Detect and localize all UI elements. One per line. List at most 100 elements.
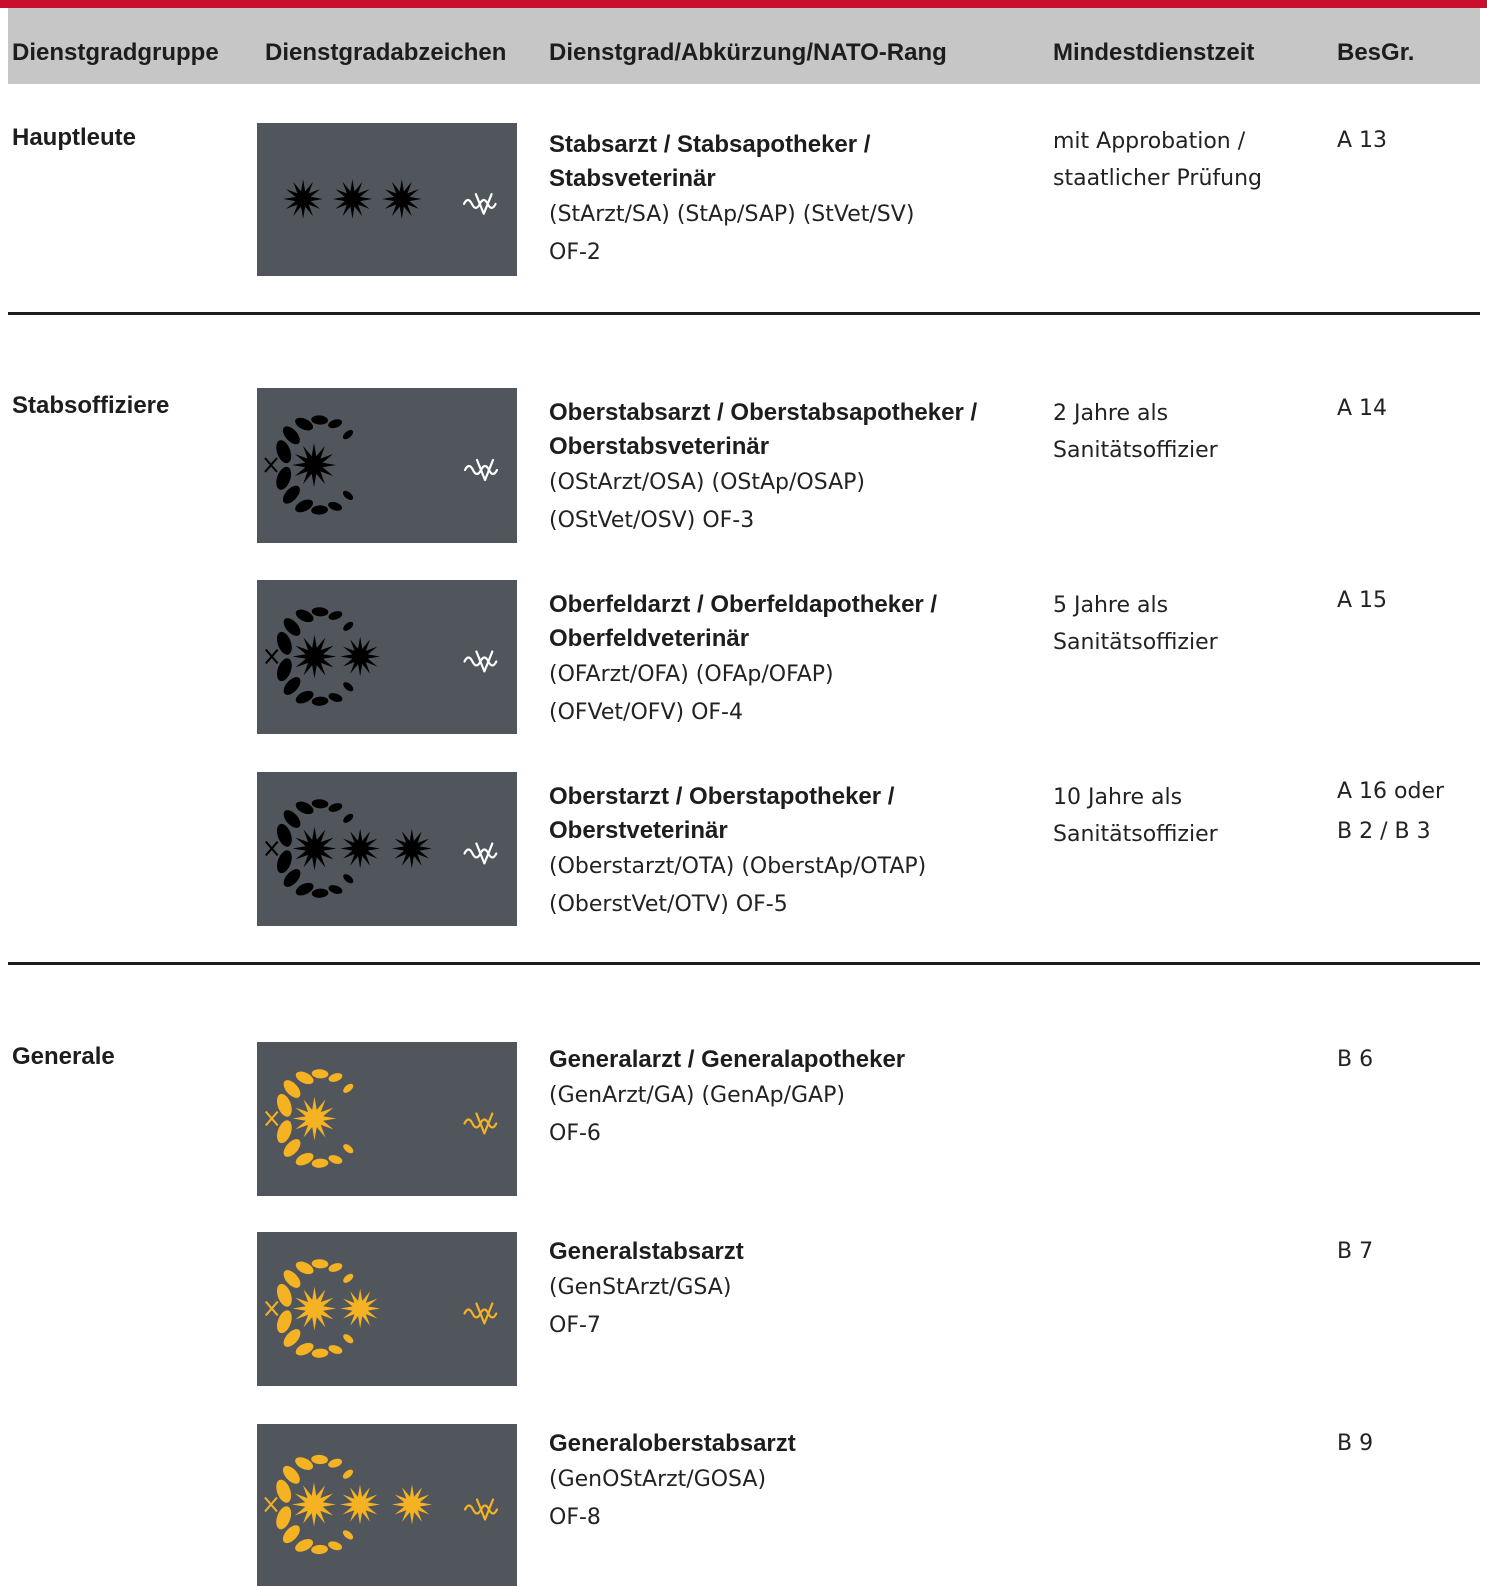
rank-insignia [257, 772, 517, 926]
insignia-graphic [283, 179, 497, 219]
rank-insignia [257, 1232, 517, 1386]
rank-cell: Oberfeldarzt / Oberfeldapotheker / Oberf… [549, 588, 1019, 732]
rank-insignia [257, 1042, 517, 1196]
nato-rank: (OberstVet/OTV) OF-5 [549, 892, 788, 917]
rank-abbreviation: (OFArzt/OFA) (OFAp/OFAP) [549, 662, 834, 687]
rank-star-icon [340, 636, 381, 677]
pay-grade-cell: B 7 [1337, 1232, 1477, 1272]
min-service-cell: 2 Jahre als Sanitätsoffizier [1053, 395, 1323, 469]
min-service-line: Sanitätsoffizier [1053, 822, 1218, 847]
insignia-graphic [265, 799, 498, 898]
pay-grade: B 9 [1337, 1431, 1374, 1456]
header-min-time: Mindestdienstzeit [1053, 39, 1255, 66]
group-label-hauptleute: Hauptleute [12, 124, 137, 151]
rank-cell: Generalarzt / Generalapotheker (GenArzt/… [549, 1043, 1019, 1153]
rank-insignia [257, 388, 517, 543]
rank-star-icon [392, 1484, 432, 1525]
pay-grade: B 6 [1337, 1047, 1374, 1072]
aesculapian-staff-icon [463, 1498, 499, 1521]
min-service-cell: 10 Jahre als Sanitätsoffizier [1053, 779, 1323, 853]
min-service-cell: mit Approbation / staatlicher Prüfung [1053, 123, 1323, 197]
rank-cell: Oberstabsarzt / Oberstabsapotheker / Obe… [549, 396, 1019, 540]
rank-abbreviation: (GenArzt/GA) (GenAp/GAP) [549, 1083, 845, 1108]
rank-star-icon [340, 1288, 381, 1329]
aesculapian-staff-icon [463, 842, 498, 865]
pay-grade-cell: A 15 [1337, 581, 1477, 621]
rank-insignia [257, 123, 517, 276]
min-service-cell: 5 Jahre als Sanitätsoffizier [1053, 587, 1323, 661]
insignia-graphic [265, 607, 498, 706]
rank-name: Oberstveterinär [549, 817, 728, 844]
pay-grade-cell: A 16 oder B 2 / B 3 [1337, 772, 1477, 852]
group-label-stabsoffiziere: Stabsoffiziere [12, 392, 170, 419]
table-header: Dienstgradgruppe Dienstgradabzeichen Die… [8, 8, 1480, 84]
pay-grade: A 13 [1337, 128, 1388, 153]
min-service-line: Sanitätsoffizier [1053, 630, 1218, 655]
min-service-line: staatlicher Prüfung [1053, 166, 1262, 191]
min-service-line: mit Approbation / [1053, 129, 1246, 154]
nato-rank: (OStVet/OSV) OF-3 [549, 508, 755, 533]
rank-insignia [257, 1424, 517, 1586]
oak-wreath-icon [265, 1259, 354, 1358]
oak-wreath-icon [265, 799, 354, 898]
rank-star-icon [340, 1484, 380, 1525]
rank-star-icon [340, 828, 381, 869]
rank-insignia [257, 580, 517, 734]
rank-name: Stabsarzt / Stabsapotheker / [549, 131, 871, 158]
rank-abbreviation: (GenStArzt/GSA) [549, 1275, 732, 1300]
nato-rank: OF-7 [549, 1313, 601, 1338]
header-group: Dienstgradgruppe [12, 39, 219, 66]
pay-grade: B 2 / B 3 [1337, 819, 1431, 844]
nato-rank: (OFVet/OFV) OF-4 [549, 700, 743, 725]
rank-abbreviation: (StArzt/SA) (StAp/SAP) (StVet/SV) [549, 202, 915, 227]
rank-name: Generaloberstabsarzt [549, 1430, 796, 1457]
rank-abbreviation: (Oberstarzt/OTA) (OberstAp/OTAP) [549, 854, 927, 879]
min-service-line: Sanitätsoffizier [1053, 438, 1218, 463]
header-pay-grade: BesGr. [1337, 39, 1415, 66]
insignia-graphic [265, 1259, 498, 1358]
rank-star-icon [283, 179, 323, 219]
oak-wreath-icon [265, 1069, 354, 1168]
nato-rank: OF-2 [549, 240, 601, 265]
oak-wreath-icon [265, 607, 354, 706]
group-label-generale: Generale [12, 1043, 115, 1070]
rank-name: Oberstabsarzt / Oberstabsapotheker / [549, 399, 978, 426]
rank-name: Stabsveterinär [549, 165, 716, 192]
rank-star-icon [332, 179, 373, 219]
pay-grade: A 14 [1337, 396, 1388, 421]
group-divider [8, 312, 1480, 315]
oak-wreath-icon [264, 1454, 354, 1555]
rank-name: Generalstabsarzt [549, 1238, 744, 1265]
pay-grade: A 16 oder [1337, 779, 1445, 804]
pay-grade-cell: A 14 [1337, 389, 1477, 429]
top-accent-bar [0, 0, 1487, 8]
rank-cell: Generaloberstabsarzt (GenOStArzt/GOSA) O… [549, 1427, 1019, 1537]
rank-star-icon [382, 179, 422, 219]
rank-cell: Stabsarzt / Stabsapotheker / Stabsveteri… [549, 128, 1019, 272]
header-rank: Dienstgrad/Abkürzung/NATO-Rang [549, 39, 947, 66]
aesculapian-staff-icon [463, 1112, 498, 1135]
min-service-line: 2 Jahre als [1053, 401, 1169, 426]
header-badge: Dienstgradabzeichen [265, 39, 507, 66]
pay-grade: A 15 [1337, 588, 1388, 613]
nato-rank: OF-6 [549, 1121, 601, 1146]
aesculapian-staff-icon [463, 650, 498, 673]
min-service-line: 5 Jahre als [1053, 593, 1169, 618]
rank-name: Oberstarzt / Oberstapotheker / [549, 783, 895, 810]
rank-abbreviation: (GenOStArzt/GOSA) [549, 1467, 767, 1492]
insignia-graphic [264, 415, 499, 515]
rank-name: Oberfeldarzt / Oberfeldapotheker / [549, 591, 938, 618]
nato-rank: OF-8 [549, 1505, 601, 1530]
aesculapian-staff-icon [462, 192, 497, 215]
rank-cell: Generalstabsarzt (GenStArzt/GSA) OF-7 [549, 1235, 1019, 1345]
rank-name: Oberfeldveterinär [549, 625, 750, 652]
aesculapian-staff-icon [463, 1302, 498, 1325]
rank-name: Oberstabsveterinär [549, 433, 770, 460]
pay-grade-cell: B 6 [1337, 1040, 1477, 1080]
rank-cell: Oberstarzt / Oberstapotheker / Oberstvet… [549, 780, 1019, 924]
pay-grade-cell: B 9 [1337, 1424, 1477, 1464]
pay-grade: B 7 [1337, 1239, 1374, 1264]
rank-name: Generalarzt / Generalapotheker [549, 1046, 906, 1073]
rank-abbreviation: (OStArzt/OSA) (OStAp/OSAP) [549, 470, 865, 495]
aesculapian-staff-icon [463, 458, 499, 482]
